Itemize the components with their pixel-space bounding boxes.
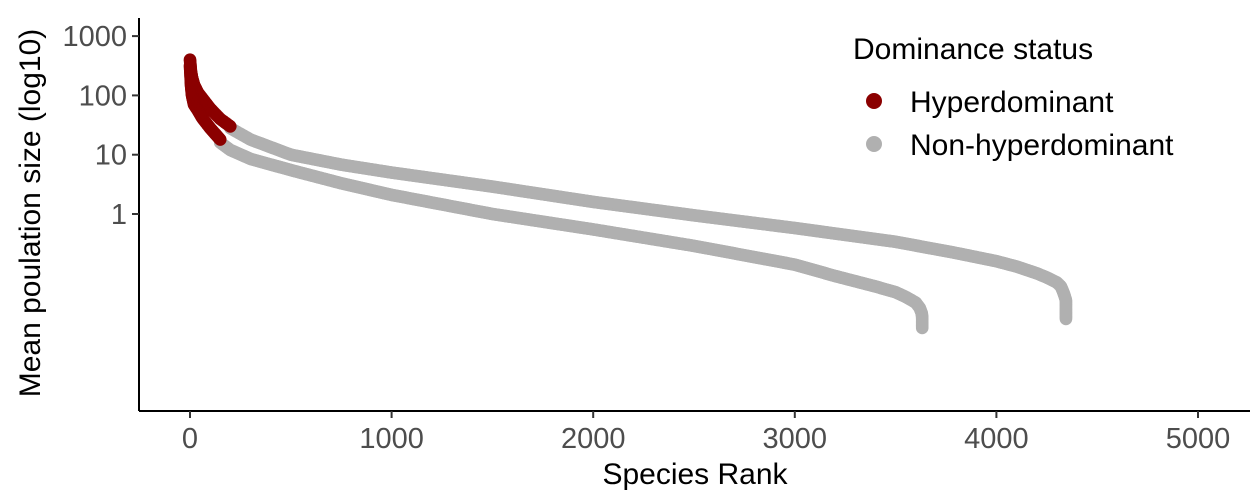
x-tick-label: 1000 (359, 423, 424, 455)
legend-label-non-hyperdominant: Non-hyperdominant (910, 129, 1174, 162)
point-hyperdominant (224, 120, 237, 133)
y-tick-label: 100 (79, 80, 127, 112)
point-non-hyperdominant (1059, 312, 1073, 326)
y-tick-label: 1000 (62, 21, 127, 53)
x-tick-label: 4000 (964, 423, 1029, 455)
legend: Dominance status Hyperdominant Non-hyper… (853, 33, 1174, 162)
x-axis-title: Species Rank (602, 458, 788, 491)
point-non-hyperdominant (915, 321, 929, 335)
y-axis-ticks: 1 10 100 1000 (62, 21, 139, 231)
x-tick-label: 0 (182, 423, 198, 455)
legend-title: Dominance status (853, 33, 1093, 66)
x-tick-label: 2000 (561, 423, 626, 455)
legend-swatch-hyperdominant (866, 93, 882, 109)
y-tick-label: 10 (95, 140, 127, 172)
x-tick-label: 3000 (763, 423, 828, 455)
x-tick-label: 5000 (1166, 423, 1231, 455)
data-points (183, 53, 1073, 335)
x-axis-ticks: 0 1000 2000 3000 4000 5000 (182, 411, 1230, 455)
y-tick-label: 1 (111, 199, 127, 231)
point-hyperdominant (213, 133, 227, 146)
legend-swatch-non-hyperdominant (866, 136, 882, 152)
legend-label-hyperdominant: Hyperdominant (910, 86, 1114, 119)
y-axis-title: Mean poulation size (log10) (14, 29, 47, 398)
